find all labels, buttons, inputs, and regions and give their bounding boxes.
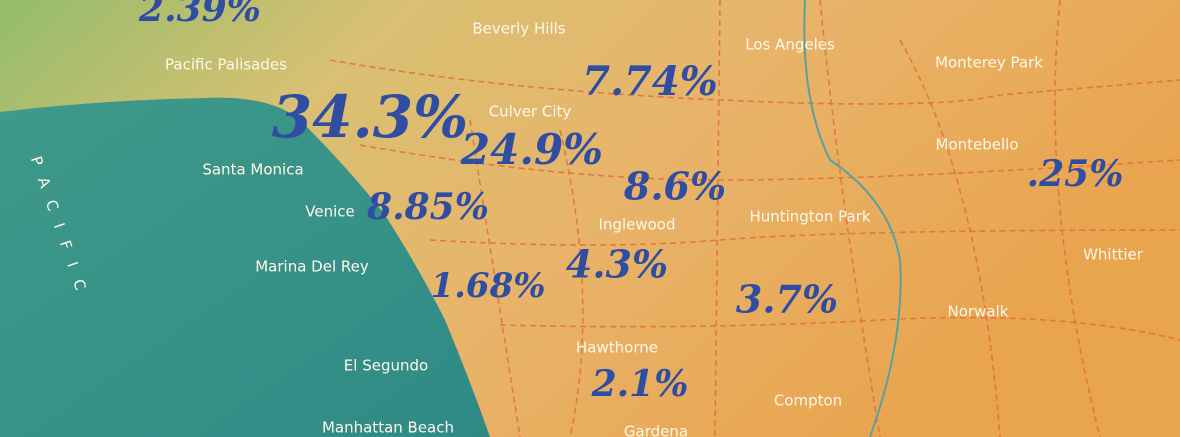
rate-label: 34.3% — [272, 83, 468, 151]
rate-label: 24.9% — [460, 125, 603, 174]
rate-label: 2.39% — [138, 0, 261, 30]
rate-label: 7.74% — [582, 58, 717, 105]
place-label: Monterey Park — [935, 54, 1043, 72]
place-label: Manhattan Beach — [322, 419, 454, 437]
place-label: Montebello — [936, 136, 1019, 154]
place-label: Santa Monica — [202, 161, 303, 179]
place-label: Compton — [774, 392, 842, 410]
rate-label: 8.85% — [366, 186, 489, 228]
rate-label: 8.6% — [623, 164, 726, 209]
place-label: Beverly Hills — [472, 20, 565, 38]
river — [803, 0, 902, 437]
place-label: El Segundo — [344, 357, 428, 375]
place-label: Norwalk — [948, 303, 1009, 321]
place-label: Whittier — [1083, 246, 1144, 264]
place-label: Huntington Park — [749, 208, 870, 226]
place-label: Venice — [305, 203, 354, 221]
place-label: Pacific Palisades — [165, 56, 287, 74]
rate-label: .25% — [1027, 153, 1124, 195]
rate-label: 3.7% — [736, 277, 838, 322]
place-label: Inglewood — [599, 216, 676, 234]
place-label: Culver City — [489, 103, 572, 121]
rate-label: 4.3% — [566, 242, 668, 287]
ocean — [0, 97, 490, 437]
rate-label: 2.1% — [591, 363, 689, 405]
city-label: Los Angeles — [745, 36, 835, 54]
roads — [329, 0, 1180, 437]
place-label: Gardena — [624, 423, 688, 437]
rate-label: 1.68% — [430, 266, 545, 306]
place-label: Marina Del Rey — [255, 258, 369, 276]
place-label: Hawthorne — [576, 339, 658, 357]
